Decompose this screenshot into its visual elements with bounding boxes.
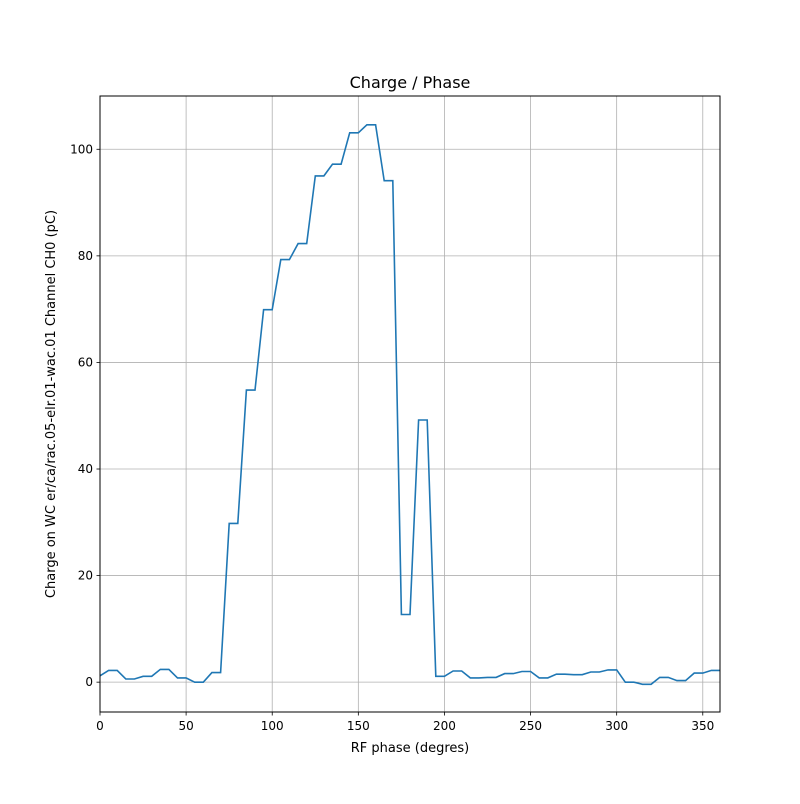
x-tick-label: 300 xyxy=(605,719,628,733)
x-tick-label: 0 xyxy=(96,719,104,733)
x-tick-label: 250 xyxy=(519,719,542,733)
y-axis-label: Charge on WC er/ca/rac.05-elr.01-wac.01 … xyxy=(44,210,59,598)
y-tick-label: 20 xyxy=(78,569,93,583)
x-axis-label: RF phase (degres) xyxy=(351,741,469,756)
y-tick-label: 100 xyxy=(70,142,93,156)
x-tick-label: 200 xyxy=(433,719,456,733)
x-tick-label: 150 xyxy=(347,719,370,733)
x-tick-label: 100 xyxy=(261,719,284,733)
y-tick-label: 60 xyxy=(78,355,93,369)
y-tick-label: 80 xyxy=(78,249,93,263)
x-tick-label: 50 xyxy=(178,719,193,733)
plot-frame xyxy=(99,95,721,713)
grid xyxy=(99,96,720,712)
ticks: 0 50 100 150 200 250 300 350 0 20 40 60 80 100 xyxy=(70,142,714,733)
series-line xyxy=(99,124,720,686)
chart-title: Charge / Phase xyxy=(350,73,471,92)
x-tick-label: 350 xyxy=(691,719,714,733)
y-tick-label: 40 xyxy=(78,462,93,476)
y-tick-label: 0 xyxy=(85,675,93,689)
